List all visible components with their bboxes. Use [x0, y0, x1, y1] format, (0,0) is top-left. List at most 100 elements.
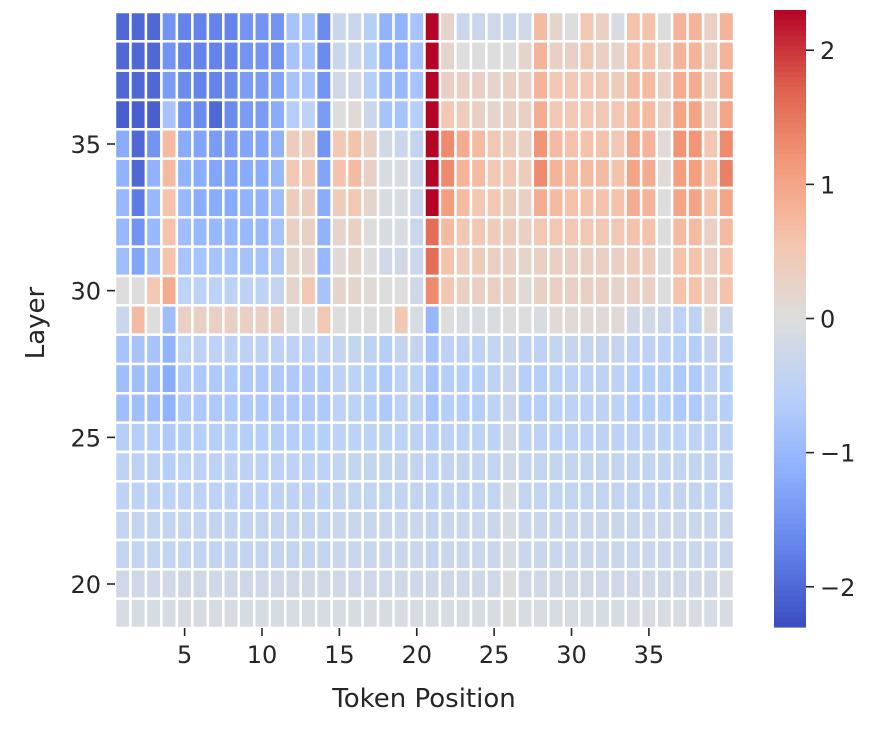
heatmap-cell	[345, 450, 364, 483]
heatmap-cell	[330, 274, 349, 307]
y-axis-label: Layer	[21, 286, 51, 359]
heatmap-cell	[608, 274, 627, 307]
colorbar-segment	[774, 40, 806, 47]
heatmap-cell	[175, 98, 194, 131]
heatmap-cell	[191, 333, 210, 366]
heatmap-cell	[268, 274, 287, 307]
heatmap-cell	[237, 274, 256, 307]
heatmap-cell	[361, 480, 380, 512]
heatmap-cell	[283, 98, 302, 131]
heatmap-cell	[253, 421, 271, 454]
heatmap-cell	[113, 186, 132, 219]
heatmap-cell	[392, 362, 411, 395]
heatmap-cell	[113, 333, 132, 366]
heatmap-cell	[160, 333, 179, 366]
heatmap-cell	[655, 216, 674, 248]
heatmap-cell	[624, 69, 643, 102]
heatmap-cell	[191, 10, 210, 43]
heatmap-cell	[268, 69, 287, 102]
heatmap-cell	[268, 216, 287, 248]
heatmap-cell	[639, 216, 658, 248]
heatmap-cell	[608, 98, 627, 131]
heatmap-cell	[361, 98, 380, 131]
colorbar-segment	[774, 195, 806, 201]
colorbar-segment	[774, 153, 806, 160]
heatmap-cell	[578, 538, 596, 571]
heatmap-cell	[578, 128, 596, 160]
heatmap-cell	[438, 597, 457, 630]
heatmap-cell	[686, 333, 705, 366]
heatmap-cell	[562, 392, 581, 424]
heatmap-cell	[345, 216, 364, 248]
colorbar-segment	[774, 318, 806, 325]
heatmap-cell	[562, 128, 581, 160]
x-axis-label: Token Position	[331, 684, 515, 714]
heatmap-cell	[129, 568, 148, 600]
heatmap-cell	[423, 304, 442, 336]
colorbar-segment	[774, 544, 806, 551]
heatmap-cell	[299, 392, 318, 424]
colorbar-segment	[774, 10, 806, 16]
heatmap-cell	[686, 186, 705, 219]
heatmap-cell	[222, 98, 241, 131]
heatmap-cell	[129, 245, 148, 278]
heatmap-cell	[686, 10, 705, 43]
heatmap-cell	[206, 362, 225, 395]
colorbar-segment	[774, 25, 806, 32]
colorbar-segment	[774, 333, 806, 340]
heatmap-cell	[345, 304, 364, 336]
heatmap-cell	[407, 40, 426, 72]
heatmap-cell	[516, 392, 535, 424]
heatmap-cell	[253, 450, 271, 483]
heatmap-cell	[175, 509, 194, 542]
heatmap-cell	[655, 480, 674, 512]
heatmap-cell	[593, 245, 612, 278]
heatmap-cell	[314, 480, 333, 512]
heatmap-cell	[485, 274, 504, 307]
heatmap-cell	[547, 216, 566, 248]
heatmap-cell	[670, 509, 689, 542]
heatmap-cell	[129, 40, 148, 72]
heatmap-cell	[655, 304, 674, 336]
heatmap-cell	[670, 186, 689, 219]
heatmap-cell	[160, 128, 179, 160]
heatmap-cell	[299, 304, 318, 336]
heatmap-cell	[454, 274, 473, 307]
heatmap-cell	[299, 10, 318, 43]
heatmap-cell	[222, 538, 241, 571]
heatmap-cell	[268, 245, 287, 278]
heatmap-cell	[670, 274, 689, 307]
heatmap-cell	[299, 157, 318, 190]
heatmap-cell	[376, 362, 395, 395]
heatmap-cell	[237, 480, 256, 512]
colorbar-segment	[774, 189, 806, 196]
heatmap-cell	[314, 362, 333, 395]
heatmap-cell	[454, 362, 473, 395]
heatmap-cell	[454, 450, 473, 483]
colorbar-segment	[774, 328, 806, 335]
heatmap-cell	[330, 69, 349, 102]
heatmap-cell	[237, 216, 256, 248]
heatmap-cell	[608, 69, 627, 102]
heatmap-cell	[144, 421, 163, 454]
colorbar-segment	[774, 462, 806, 469]
heatmap-cell	[531, 98, 550, 131]
heatmap-cell	[469, 568, 488, 600]
heatmap-cell	[283, 245, 302, 278]
colorbar-segment	[774, 421, 806, 428]
heatmap-cell	[392, 450, 411, 483]
colorbar-segment	[774, 601, 806, 608]
heatmap-cell	[407, 333, 426, 366]
heatmap-cell	[345, 98, 364, 131]
heatmap-cell	[686, 568, 705, 600]
heatmap-cell	[701, 568, 720, 600]
colorbar-segment	[774, 395, 806, 402]
heatmap-cell	[113, 450, 132, 483]
heatmap-cell	[500, 450, 519, 483]
colorbar-segment	[774, 261, 806, 268]
heatmap-cell	[160, 274, 179, 307]
heatmap-cell	[624, 245, 643, 278]
heatmap-cell	[299, 245, 318, 278]
colorbar-segment	[774, 282, 806, 289]
heatmap-cell	[639, 128, 658, 160]
